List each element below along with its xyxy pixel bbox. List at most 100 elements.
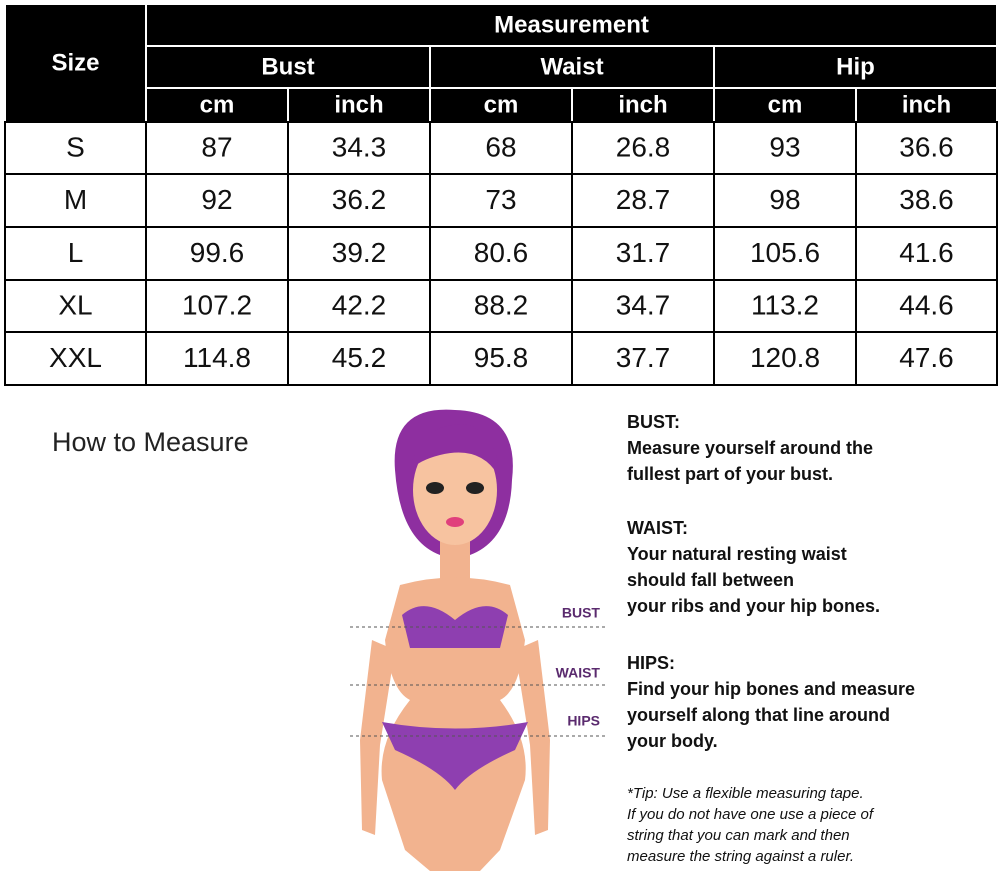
group-header-bg	[145, 3, 998, 47]
table-cell: 26.8	[616, 131, 671, 162]
briefs	[382, 722, 528, 790]
size-cell: XL	[58, 289, 92, 320]
body	[381, 577, 526, 871]
face	[413, 435, 497, 545]
section-line: Measure yourself around the	[627, 438, 873, 458]
figure-label: BUST	[562, 605, 601, 621]
table-cell-bg	[855, 226, 998, 281]
table-cell-bg	[713, 331, 857, 386]
section-line: your ribs and your hip bones.	[627, 596, 880, 616]
section-heading: WAIST:	[627, 518, 688, 538]
table-cell-bg	[855, 121, 998, 175]
table-cell: 34.3	[332, 131, 387, 162]
table-cell-bg	[713, 279, 857, 333]
table-cell-bg	[713, 226, 857, 281]
table-cell-bg	[287, 173, 431, 228]
tip-line: measure the string against a ruler.	[627, 848, 854, 865]
table-cell-bg	[855, 279, 998, 333]
section-line: Your natural resting waist	[627, 544, 847, 564]
table-cell-bg	[571, 121, 715, 175]
unit-header-bg	[713, 87, 857, 123]
table-cell: 92	[201, 184, 232, 215]
section-line: your body.	[627, 731, 718, 751]
tip-line: If you do not have one use a piece of	[627, 806, 875, 823]
size-cell-bg	[4, 121, 147, 175]
arm	[515, 640, 550, 835]
unit-header: inch	[334, 91, 383, 118]
table-cell: 68	[485, 131, 516, 162]
figure-label: HIPS	[567, 713, 600, 729]
size-cell: L	[68, 237, 84, 268]
table-cell-bg	[855, 173, 998, 228]
section-line: should fall between	[627, 570, 794, 590]
group-header: Measurement	[494, 11, 649, 38]
table-cell: 88.2	[474, 289, 529, 320]
table-cell: 73	[485, 184, 516, 215]
size-cell-bg	[4, 226, 147, 281]
unit-header: inch	[618, 91, 667, 118]
tip-line: string that you can mark and then	[627, 827, 850, 844]
size-cell: XXL	[49, 342, 102, 373]
table-cell: 99.6	[190, 237, 245, 268]
table-cell: 107.2	[182, 289, 252, 320]
table-cell: 120.8	[750, 342, 820, 373]
fringe	[410, 424, 499, 475]
section-heading: BUST:	[627, 412, 680, 432]
table-cell: 44.6	[899, 289, 954, 320]
tip-line: *Tip: Use a flexible measuring tape.	[627, 785, 864, 802]
table-cell-bg	[429, 226, 573, 281]
table-cell-bg	[145, 121, 289, 175]
section-heading: HIPS:	[627, 653, 675, 673]
unit-header: cm	[200, 91, 235, 118]
table-cell: 105.6	[750, 237, 820, 268]
table-cell-bg	[713, 173, 857, 228]
size-header-bg	[4, 3, 147, 123]
eye	[466, 482, 484, 494]
arm	[360, 640, 395, 835]
how-to-measure-title: How to Measure	[52, 427, 249, 457]
table-cell: 80.6	[474, 237, 529, 268]
size-cell-bg	[4, 173, 147, 228]
table-cell: 28.7	[616, 184, 671, 215]
column-header: Hip	[836, 53, 875, 80]
column-header: Bust	[261, 53, 314, 80]
table-cell: 31.7	[616, 237, 671, 268]
table-cell: 95.8	[474, 342, 529, 373]
table-cell-bg	[571, 226, 715, 281]
section-line: fullest part of your bust.	[627, 464, 833, 484]
column-header: Waist	[540, 53, 603, 80]
table-cell: 38.6	[899, 184, 954, 215]
figure: BUST WAIST HIPS	[350, 409, 605, 871]
size-cell: S	[66, 131, 85, 162]
column-header-bg	[145, 45, 431, 89]
eye	[426, 482, 444, 494]
table-cell: 36.6	[899, 131, 954, 162]
section-line: Find your hip bones and measure	[627, 679, 915, 699]
table-cell: 34.7	[616, 289, 671, 320]
table-cell-bg	[855, 331, 998, 386]
table-cell-bg	[429, 173, 573, 228]
table-cell: 39.2	[332, 237, 387, 268]
size-cell: M	[64, 184, 87, 215]
lips	[446, 517, 464, 527]
table-cell-bg	[571, 331, 715, 386]
table-cell: 87	[201, 131, 232, 162]
table-cell: 45.2	[332, 342, 387, 373]
column-header-bg	[713, 45, 998, 89]
table-cell: 42.2	[332, 289, 387, 320]
section-line: yourself along that line around	[627, 705, 890, 725]
table-cell: 36.2	[332, 184, 387, 215]
table-cell: 98	[769, 184, 800, 215]
table-cell-bg	[713, 121, 857, 175]
unit-header: inch	[902, 91, 951, 118]
table-cell-bg	[571, 173, 715, 228]
table-cell: 47.6	[899, 342, 954, 373]
table-cell-bg	[429, 121, 573, 175]
unit-header: cm	[484, 91, 519, 118]
table-cell-bg	[145, 331, 289, 386]
table-cell: 93	[769, 131, 800, 162]
table-cell: 37.7	[616, 342, 671, 373]
table-cell: 113.2	[751, 289, 819, 320]
